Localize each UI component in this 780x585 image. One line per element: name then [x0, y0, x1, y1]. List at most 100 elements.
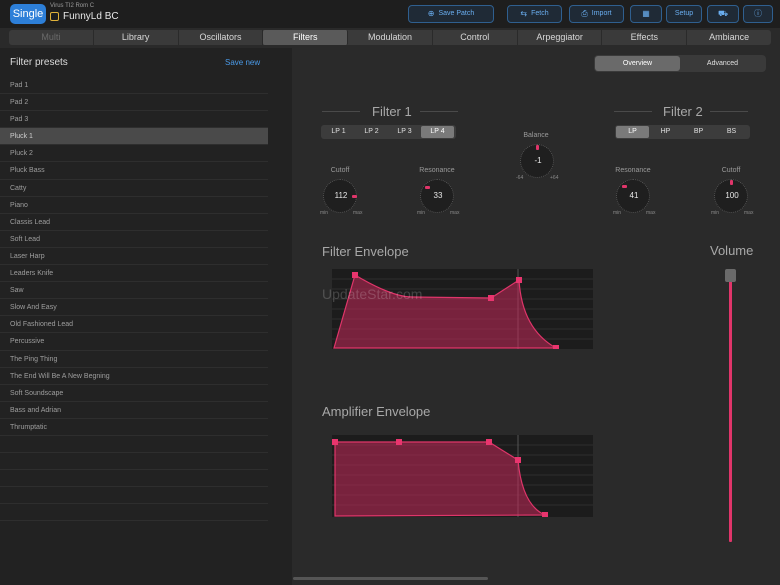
filter-env-attack-handle[interactable] [352, 272, 358, 278]
preset-item[interactable]: The Ping Thing [0, 351, 268, 368]
import-button[interactable]: ⎙ Import [569, 5, 624, 23]
filter2-resonance-knob[interactable]: 41 [616, 179, 650, 213]
empty-row: . [0, 453, 268, 471]
filter2-mode-lp[interactable]: LP [616, 126, 649, 138]
amp-env-end-handle[interactable] [542, 512, 548, 517]
max-label: max [646, 210, 656, 216]
preset-item[interactable]: Old Fashioned Lead [0, 316, 268, 334]
filter1-cutoff-knob[interactable]: 112 [323, 179, 357, 213]
filter1-mode-lp4[interactable]: LP 4 [421, 126, 454, 138]
fetch-label: Fetch [531, 10, 549, 17]
save-icon: ⊕ [427, 9, 435, 18]
preset-item[interactable]: Soft Soundscape [0, 385, 268, 402]
filter2-resonance-value: 41 [629, 191, 639, 200]
preset-item[interactable]: Percussive [0, 333, 268, 351]
volume-slider-thumb[interactable] [725, 269, 736, 282]
amp-env-decay-handle[interactable] [396, 439, 402, 445]
balance-min-label: -64 [516, 175, 524, 181]
keyboard-button[interactable]: ▦ [630, 5, 662, 23]
tab-effects[interactable]: Effects [602, 30, 688, 45]
tab-oscillators[interactable]: Oscillators [179, 30, 264, 45]
filter2-mode-hp[interactable]: HP [660, 128, 671, 135]
filter1-mode-lp1[interactable]: LP 1 [331, 128, 346, 135]
preset-item[interactable]: Laser Harp [0, 248, 268, 266]
divider [322, 111, 360, 112]
preset-item[interactable]: Soft Lead [0, 231, 268, 248]
preset-item[interactable]: Bass and Adrian [0, 402, 268, 419]
preset-item[interactable]: Saw [0, 282, 268, 300]
empty-row: . [0, 504, 268, 522]
preset-item[interactable]: Pad 2 [0, 94, 268, 112]
save-patch-button[interactable]: ⊕ Save Patch [408, 5, 494, 23]
amp-env-release-handle[interactable] [515, 457, 521, 463]
horizontal-scrollbar[interactable] [293, 577, 488, 580]
filter-env-release-handle[interactable] [553, 345, 559, 349]
filter-env-sustain-handle[interactable] [488, 295, 494, 301]
patch-row[interactable]: FunnyLd BC [50, 11, 119, 22]
min-label: min [417, 210, 426, 216]
filter1-resonance-value: 33 [433, 191, 443, 200]
fetch-button[interactable]: ⇆ Fetch [507, 5, 562, 23]
amp-env-sustain-handle[interactable] [486, 439, 492, 445]
balance-knob[interactable]: -1 [520, 144, 554, 178]
tab-modulation[interactable]: Modulation [348, 30, 433, 45]
tab-library[interactable]: Library [94, 30, 179, 45]
device-name: Virus TI2 Rom C [50, 3, 95, 9]
cart-button[interactable]: ⛟ [707, 5, 739, 23]
tab-ambiance[interactable]: Ambiance [709, 32, 750, 42]
advanced-button[interactable]: Advanced [706, 60, 739, 67]
preset-item[interactable]: Pluck 2 [0, 145, 268, 163]
divider [710, 111, 748, 112]
preset-item[interactable]: Thrumptatic [0, 419, 268, 436]
tab-filters[interactable]: Filters [263, 30, 349, 45]
overview-button[interactable]: Overview [595, 56, 680, 71]
divider [614, 111, 652, 112]
preset-item-selected[interactable]: Pluck 1 [0, 128, 268, 146]
filter-presets-title: Filter presets [10, 57, 68, 68]
preset-item[interactable]: The End Will Be A New Begning [0, 368, 268, 385]
filter2-mode-bs[interactable]: BS [726, 128, 737, 135]
preset-item[interactable]: Pad 3 [0, 111, 268, 129]
patch-name: FunnyLd BC [63, 11, 119, 22]
save-new-button[interactable]: Save new [225, 58, 261, 67]
preset-item[interactable]: Pluck Bass [0, 162, 268, 180]
info-button[interactable]: ⓘ [743, 5, 773, 23]
filter-envelope-graph[interactable] [332, 269, 593, 349]
filter2-mode-bp[interactable]: BP [693, 128, 704, 135]
filter2-title: Filter 2 [663, 104, 703, 119]
filter-env-decay-handle[interactable] [516, 277, 522, 283]
filter1-cutoff-value: 112 [334, 191, 348, 200]
preset-item[interactable]: Slow And Easy [0, 299, 268, 317]
filter2-cutoff-knob[interactable]: 100 [714, 179, 748, 213]
filter1-resonance-knob[interactable]: 33 [420, 179, 454, 213]
watermark: UpdateStar.com [322, 286, 423, 302]
preset-list: Pad 1 Pad 2 Pad 3 Pluck 1 Pluck 2 Pluck … [0, 77, 268, 522]
tab-multi[interactable]: Multi [9, 30, 94, 45]
cart-icon: ⛟ [717, 9, 729, 18]
knob-indicator [536, 145, 539, 150]
preset-item[interactable]: Pad 1 [0, 77, 268, 95]
filter1-mode-lp3[interactable]: LP 3 [397, 128, 412, 135]
tab-arpeggiator[interactable]: Arpeggiator [518, 30, 603, 45]
preset-item[interactable]: Piano [0, 197, 268, 214]
divider [420, 111, 458, 112]
patch-checkbox[interactable] [50, 12, 59, 21]
import-label: Import [591, 10, 612, 17]
setup-button[interactable]: Setup [666, 5, 702, 23]
fetch-icon: ⇆ [520, 9, 528, 18]
volume-title: Volume [710, 243, 754, 258]
volume-slider-track[interactable] [729, 280, 732, 542]
amplifier-envelope-graph[interactable] [332, 435, 593, 517]
preset-item[interactable]: Catty [0, 180, 268, 197]
balance-value: -1 [534, 156, 542, 165]
knob-indicator [730, 180, 733, 185]
tab-control[interactable]: Control [433, 30, 518, 45]
filter1-resonance-label: Resonance [419, 167, 455, 174]
filter1-mode-lp2[interactable]: LP 2 [364, 128, 379, 135]
single-mode-button[interactable]: Single [10, 4, 46, 24]
preset-item[interactable]: Leaders Knife [0, 265, 268, 283]
filter2-cutoff-label: Cutoff [721, 167, 741, 174]
amp-env-attack-handle[interactable] [332, 439, 338, 445]
preset-item[interactable]: Classis Lead [0, 214, 268, 231]
